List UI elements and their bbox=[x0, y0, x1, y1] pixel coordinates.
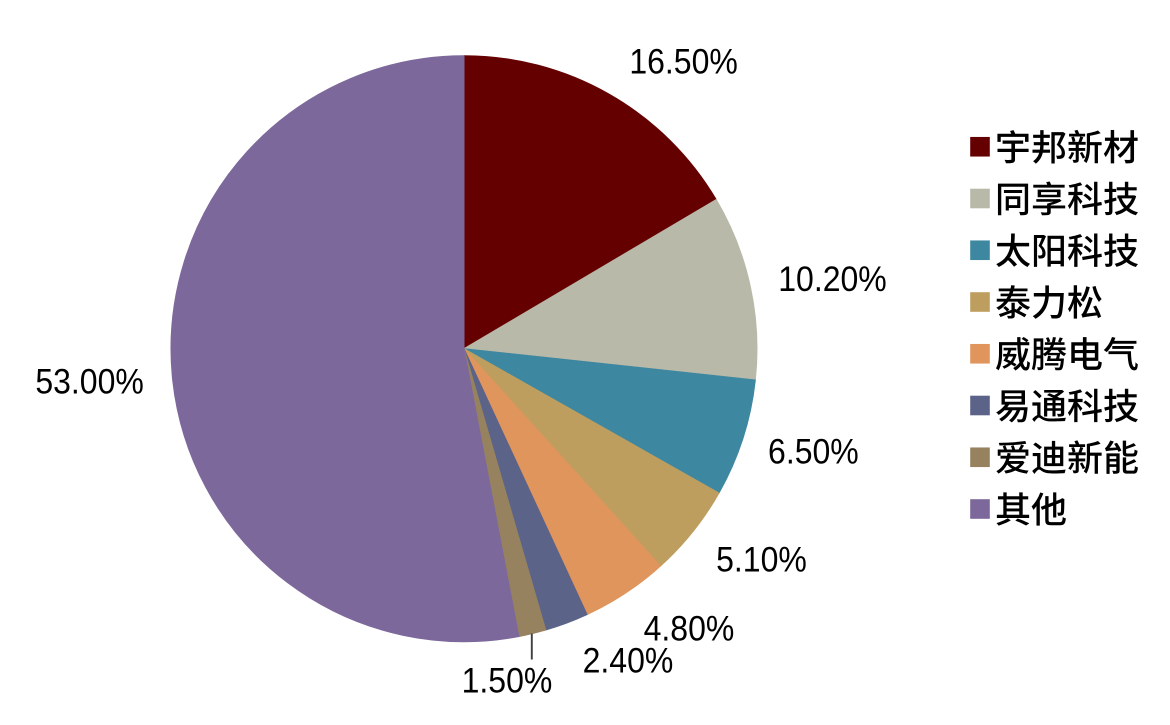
svg-text:16.50%: 16.50% bbox=[629, 43, 738, 82]
svg-text:5.10%: 5.10% bbox=[716, 541, 807, 580]
svg-text:10.20%: 10.20% bbox=[778, 261, 887, 300]
svg-text:4.80%: 4.80% bbox=[644, 610, 735, 649]
svg-text:2.40%: 2.40% bbox=[583, 642, 674, 681]
svg-text:6.50%: 6.50% bbox=[768, 433, 859, 472]
svg-text:1.50%: 1.50% bbox=[462, 662, 553, 701]
svg-text:53.00%: 53.00% bbox=[35, 363, 144, 402]
